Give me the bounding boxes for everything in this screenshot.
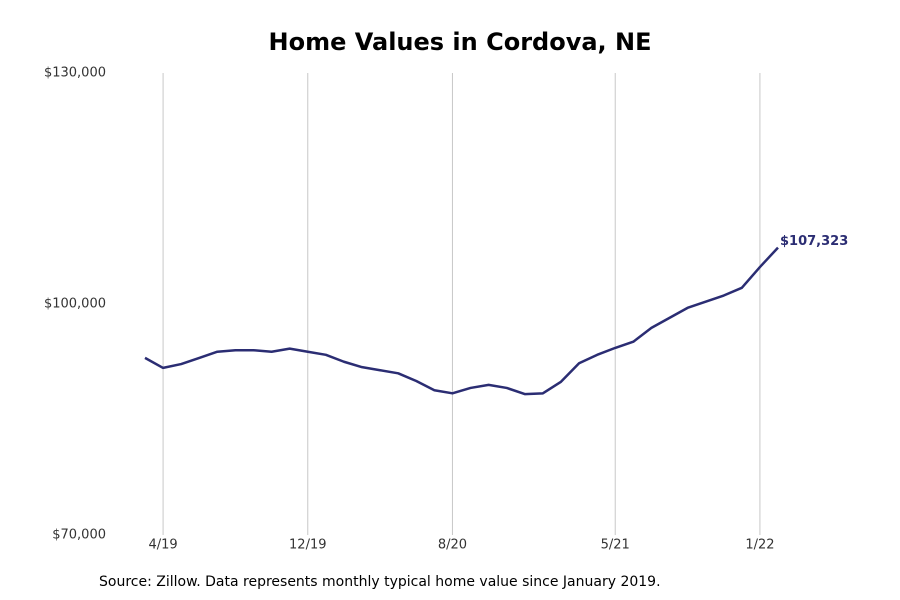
x-tick-label: 12/19 [289,538,326,553]
y-tick-label: $130,000 [44,66,106,81]
y-tick-label: $100,000 [44,297,106,312]
x-tick-label: 1/22 [745,538,774,553]
x-tick-label: 8/20 [438,538,467,553]
source-note: Source: Zillow. Data represents monthly … [99,574,661,590]
x-tick-label: 4/19 [148,538,177,553]
y-tick-label: $70,000 [52,528,106,543]
chart-title: Home Values in Cordova, NE [269,28,652,56]
data-label: $107,323 [780,234,848,249]
x-tick-label: 5/21 [601,538,630,553]
line [144,246,779,396]
